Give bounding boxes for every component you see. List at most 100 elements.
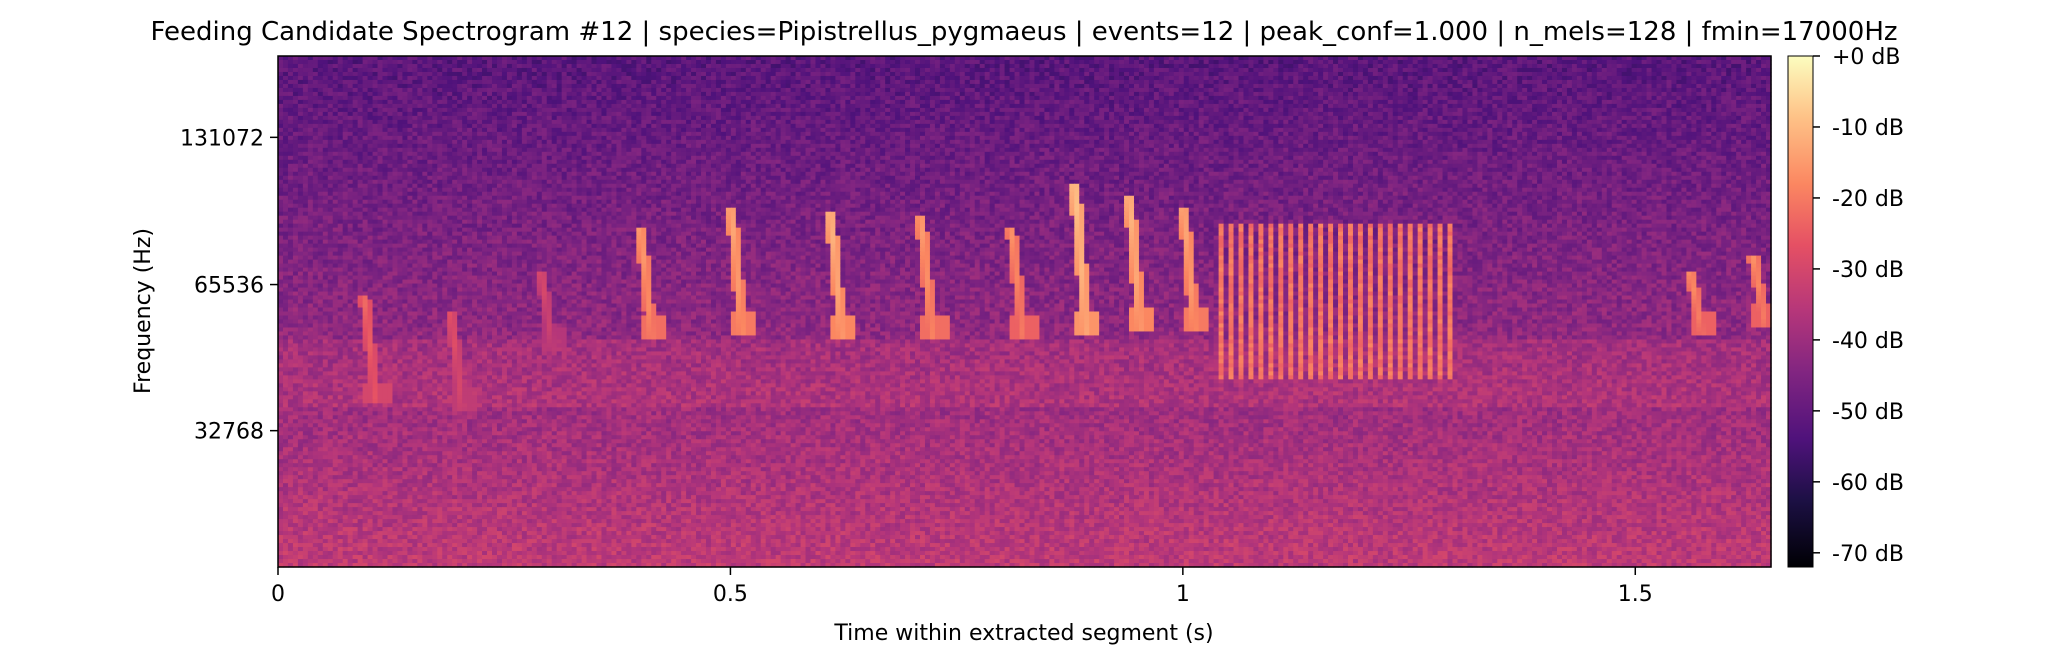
spectrogram-cell — [1328, 91, 1334, 97]
spectrogram-cell — [477, 119, 483, 125]
spectrogram-cell — [974, 83, 981, 89]
spectrogram-cell — [934, 83, 941, 89]
spectrogram-cell — [720, 56, 727, 61]
spectrogram-cell — [586, 83, 593, 89]
spectrogram-cell — [1298, 111, 1304, 117]
spectrogram-cell — [1626, 75, 1633, 81]
spectrogram-cell — [397, 99, 404, 105]
spectrogram-cell — [1576, 67, 1583, 73]
spectrogram-cell — [1691, 91, 1697, 97]
spectrogram-cell — [999, 119, 1006, 125]
spectrogram-cell — [1701, 99, 1707, 105]
spectrogram-cell — [422, 115, 428, 121]
spectrogram-cell — [964, 75, 971, 81]
spectrogram-cell — [546, 95, 553, 101]
spectrogram-cell — [1611, 111, 1618, 117]
spectrogram-cell — [1288, 83, 1294, 89]
spectrogram-cell — [437, 119, 443, 125]
spectrogram-cell — [1636, 111, 1643, 117]
spectrogram-cell — [835, 59, 841, 65]
spectrogram-cell — [367, 99, 374, 105]
spectrogram-cell — [1392, 63, 1399, 69]
spectrogram-cell — [511, 95, 518, 101]
spectrogram-cell — [1736, 99, 1742, 105]
spectrogram-cell — [1542, 59, 1548, 65]
spectrogram-cell — [1596, 99, 1603, 105]
spectrogram-cell — [367, 75, 374, 81]
spectrogram-cell — [1751, 71, 1757, 77]
spectrogram-cell — [586, 95, 593, 101]
spectrogram-cell — [1288, 115, 1294, 121]
spectrogram-cell — [964, 79, 971, 85]
spectrogram-cell — [840, 83, 846, 89]
spectrogram-cell — [1462, 91, 1469, 97]
spectrogram-cell — [1527, 95, 1533, 101]
spectrogram-cell — [1686, 103, 1692, 109]
spectrogram-cell — [656, 56, 662, 61]
spectrogram-cell — [1258, 56, 1264, 61]
spectrogram-cell — [1173, 83, 1180, 89]
spectrogram-cell — [1761, 95, 1767, 101]
spectrogram-cell — [710, 56, 717, 61]
spectrogram-cell — [297, 95, 304, 101]
spectrogram-cell — [1357, 91, 1364, 97]
spectrogram-cell — [780, 75, 787, 81]
spectrogram-cell — [1422, 95, 1429, 101]
spectrogram-cell — [745, 111, 752, 117]
spectrogram-cell — [1124, 91, 1130, 97]
spectrogram-cell — [974, 75, 981, 81]
spectrogram-cell — [1178, 99, 1185, 105]
spectrogram-cell — [1313, 63, 1319, 69]
spectrogram-cell — [954, 107, 961, 113]
spectrogram-cell — [546, 59, 553, 65]
spectrogram-cell — [1357, 75, 1364, 81]
spectrogram-cell — [1656, 107, 1663, 113]
spectrogram-cell — [1308, 87, 1314, 93]
spectrogram-cell — [1596, 59, 1603, 65]
spectrogram-cell — [1402, 79, 1409, 85]
spectrogram-cell — [715, 87, 722, 93]
spectrogram-cell — [1611, 99, 1618, 105]
spectrogram-cell — [1626, 56, 1633, 61]
spectrogram-cell — [516, 56, 523, 61]
spectrogram-cell — [636, 63, 642, 69]
spectrogram-cell — [407, 115, 413, 121]
spectrogram-cell — [571, 71, 578, 77]
spectrogram-cell — [656, 71, 662, 77]
spectrogram-cell — [1352, 83, 1359, 89]
spectrogram-cell — [556, 87, 563, 93]
spectrogram-cell — [760, 107, 767, 113]
spectrogram-cell — [885, 95, 891, 101]
spectrogram-cell — [1133, 67, 1140, 73]
spectrogram-cell — [720, 75, 727, 81]
spectrogram-cell — [1557, 107, 1563, 113]
spectrogram-cell — [1616, 71, 1623, 77]
spectrogram-cell — [452, 59, 458, 65]
spectrogram-cell — [352, 99, 359, 105]
spectrogram-cell — [939, 79, 946, 85]
spectrogram-cell — [1606, 115, 1613, 121]
spectrogram-cell — [880, 83, 886, 89]
spectrogram-cell — [1109, 99, 1115, 105]
spectrogram-cell — [1243, 71, 1250, 77]
spectrogram-cell — [1188, 83, 1195, 89]
spectrogram-cell — [536, 115, 543, 121]
spectrogram-cell — [671, 95, 677, 101]
spectrogram-cell — [730, 59, 737, 65]
spectrogram-cell — [974, 91, 981, 97]
spectrogram-cell — [1168, 119, 1175, 125]
spectrogram-cell — [875, 56, 881, 61]
spectrogram-cell — [1591, 111, 1598, 117]
spectrogram-cell — [1566, 103, 1573, 109]
spectrogram-cell — [1502, 95, 1508, 101]
spectrogram-cell — [999, 91, 1006, 97]
spectrogram-cell — [1258, 115, 1264, 121]
spectrogram-cell — [1621, 83, 1628, 89]
spectrogram-cell — [765, 83, 772, 89]
spectrogram-cell — [1258, 79, 1264, 85]
spectrogram-cell — [1014, 87, 1021, 93]
spectrogram-cell — [1651, 83, 1658, 89]
spectrogram-cell — [482, 59, 488, 65]
spectrogram-cell — [1726, 79, 1732, 85]
spectrogram-cell — [1298, 59, 1304, 65]
